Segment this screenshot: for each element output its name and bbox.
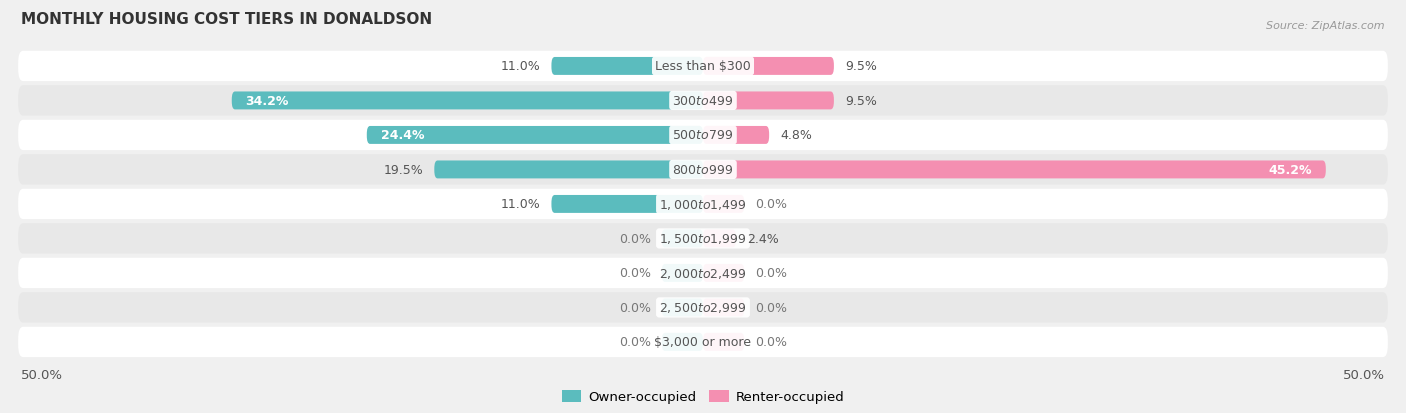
FancyBboxPatch shape <box>367 127 703 145</box>
FancyBboxPatch shape <box>703 92 834 110</box>
FancyBboxPatch shape <box>703 264 744 282</box>
FancyBboxPatch shape <box>551 195 703 214</box>
Text: 34.2%: 34.2% <box>246 95 288 108</box>
Text: $1,500 to $1,999: $1,500 to $1,999 <box>659 232 747 246</box>
Text: 19.5%: 19.5% <box>384 164 423 176</box>
Text: 24.4%: 24.4% <box>381 129 425 142</box>
Text: 0.0%: 0.0% <box>619 301 651 314</box>
FancyBboxPatch shape <box>18 121 1388 151</box>
Text: 9.5%: 9.5% <box>845 60 877 73</box>
FancyBboxPatch shape <box>703 161 1326 179</box>
FancyBboxPatch shape <box>703 127 769 145</box>
FancyBboxPatch shape <box>18 327 1388 357</box>
FancyBboxPatch shape <box>703 299 744 317</box>
Text: Source: ZipAtlas.com: Source: ZipAtlas.com <box>1267 21 1385 31</box>
FancyBboxPatch shape <box>703 333 744 351</box>
FancyBboxPatch shape <box>434 161 703 179</box>
FancyBboxPatch shape <box>18 224 1388 254</box>
FancyBboxPatch shape <box>18 52 1388 82</box>
FancyBboxPatch shape <box>18 189 1388 220</box>
Text: MONTHLY HOUSING COST TIERS IN DONALDSON: MONTHLY HOUSING COST TIERS IN DONALDSON <box>21 12 432 27</box>
Text: $2,000 to $2,499: $2,000 to $2,499 <box>659 266 747 280</box>
Text: 0.0%: 0.0% <box>619 233 651 245</box>
Text: 0.0%: 0.0% <box>755 267 787 280</box>
Legend: Owner-occupied, Renter-occupied: Owner-occupied, Renter-occupied <box>557 385 849 408</box>
Text: $500 to $799: $500 to $799 <box>672 129 734 142</box>
Text: $300 to $499: $300 to $499 <box>672 95 734 108</box>
FancyBboxPatch shape <box>232 92 703 110</box>
Text: 0.0%: 0.0% <box>619 267 651 280</box>
Text: 0.0%: 0.0% <box>619 336 651 349</box>
FancyBboxPatch shape <box>18 258 1388 288</box>
Text: 0.0%: 0.0% <box>755 336 787 349</box>
Text: 45.2%: 45.2% <box>1268 164 1312 176</box>
FancyBboxPatch shape <box>18 292 1388 323</box>
FancyBboxPatch shape <box>18 86 1388 116</box>
Text: 11.0%: 11.0% <box>501 198 540 211</box>
Text: 50.0%: 50.0% <box>21 368 63 381</box>
FancyBboxPatch shape <box>662 264 703 282</box>
FancyBboxPatch shape <box>551 58 703 76</box>
FancyBboxPatch shape <box>662 230 703 248</box>
Text: $2,500 to $2,999: $2,500 to $2,999 <box>659 301 747 315</box>
Text: Less than $300: Less than $300 <box>655 60 751 73</box>
Text: 4.8%: 4.8% <box>780 129 813 142</box>
Text: 0.0%: 0.0% <box>755 301 787 314</box>
Text: $3,000 or more: $3,000 or more <box>655 336 751 349</box>
Text: 9.5%: 9.5% <box>845 95 877 108</box>
Text: $800 to $999: $800 to $999 <box>672 164 734 176</box>
Text: $1,000 to $1,499: $1,000 to $1,499 <box>659 197 747 211</box>
Text: 50.0%: 50.0% <box>1343 368 1385 381</box>
Text: 0.0%: 0.0% <box>755 198 787 211</box>
Text: 2.4%: 2.4% <box>747 233 779 245</box>
FancyBboxPatch shape <box>703 195 744 214</box>
FancyBboxPatch shape <box>18 155 1388 185</box>
Text: 11.0%: 11.0% <box>501 60 540 73</box>
FancyBboxPatch shape <box>703 58 834 76</box>
FancyBboxPatch shape <box>703 230 737 248</box>
FancyBboxPatch shape <box>662 299 703 317</box>
FancyBboxPatch shape <box>662 333 703 351</box>
